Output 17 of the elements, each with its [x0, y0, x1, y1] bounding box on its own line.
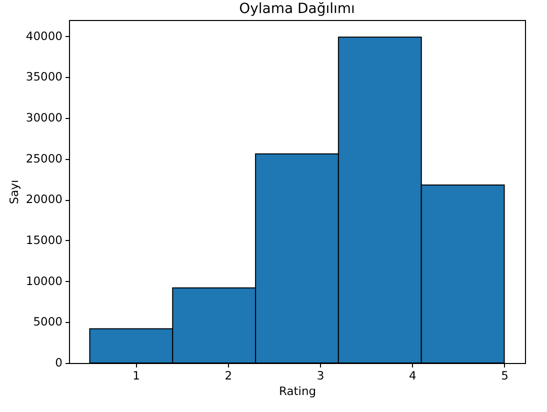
y-tick-label: 5000: [33, 314, 62, 329]
y-tick-label: 0: [55, 356, 62, 370]
x-axis-title: Rating: [278, 384, 316, 398]
y-tick-label: 20000: [26, 192, 62, 206]
y-tick-label: 10000: [26, 274, 62, 288]
x-tick-label: 4: [408, 368, 416, 382]
x-tick-label: 2: [224, 368, 232, 382]
y-tick-label: 40000: [26, 28, 62, 43]
x-tick-label: 5: [501, 368, 508, 382]
y-axis-title: Sayı: [6, 180, 21, 204]
y-tick-label: 35000: [26, 70, 62, 84]
chart-title: Oylama Dağılımı: [239, 1, 355, 17]
x-tick-label: 1: [132, 368, 140, 382]
x-tick-label: 3: [316, 368, 324, 382]
y-tick-label: 15000: [26, 233, 62, 247]
y-tick-label: 30000: [26, 110, 62, 124]
y-tick-label: 25000: [26, 151, 62, 166]
